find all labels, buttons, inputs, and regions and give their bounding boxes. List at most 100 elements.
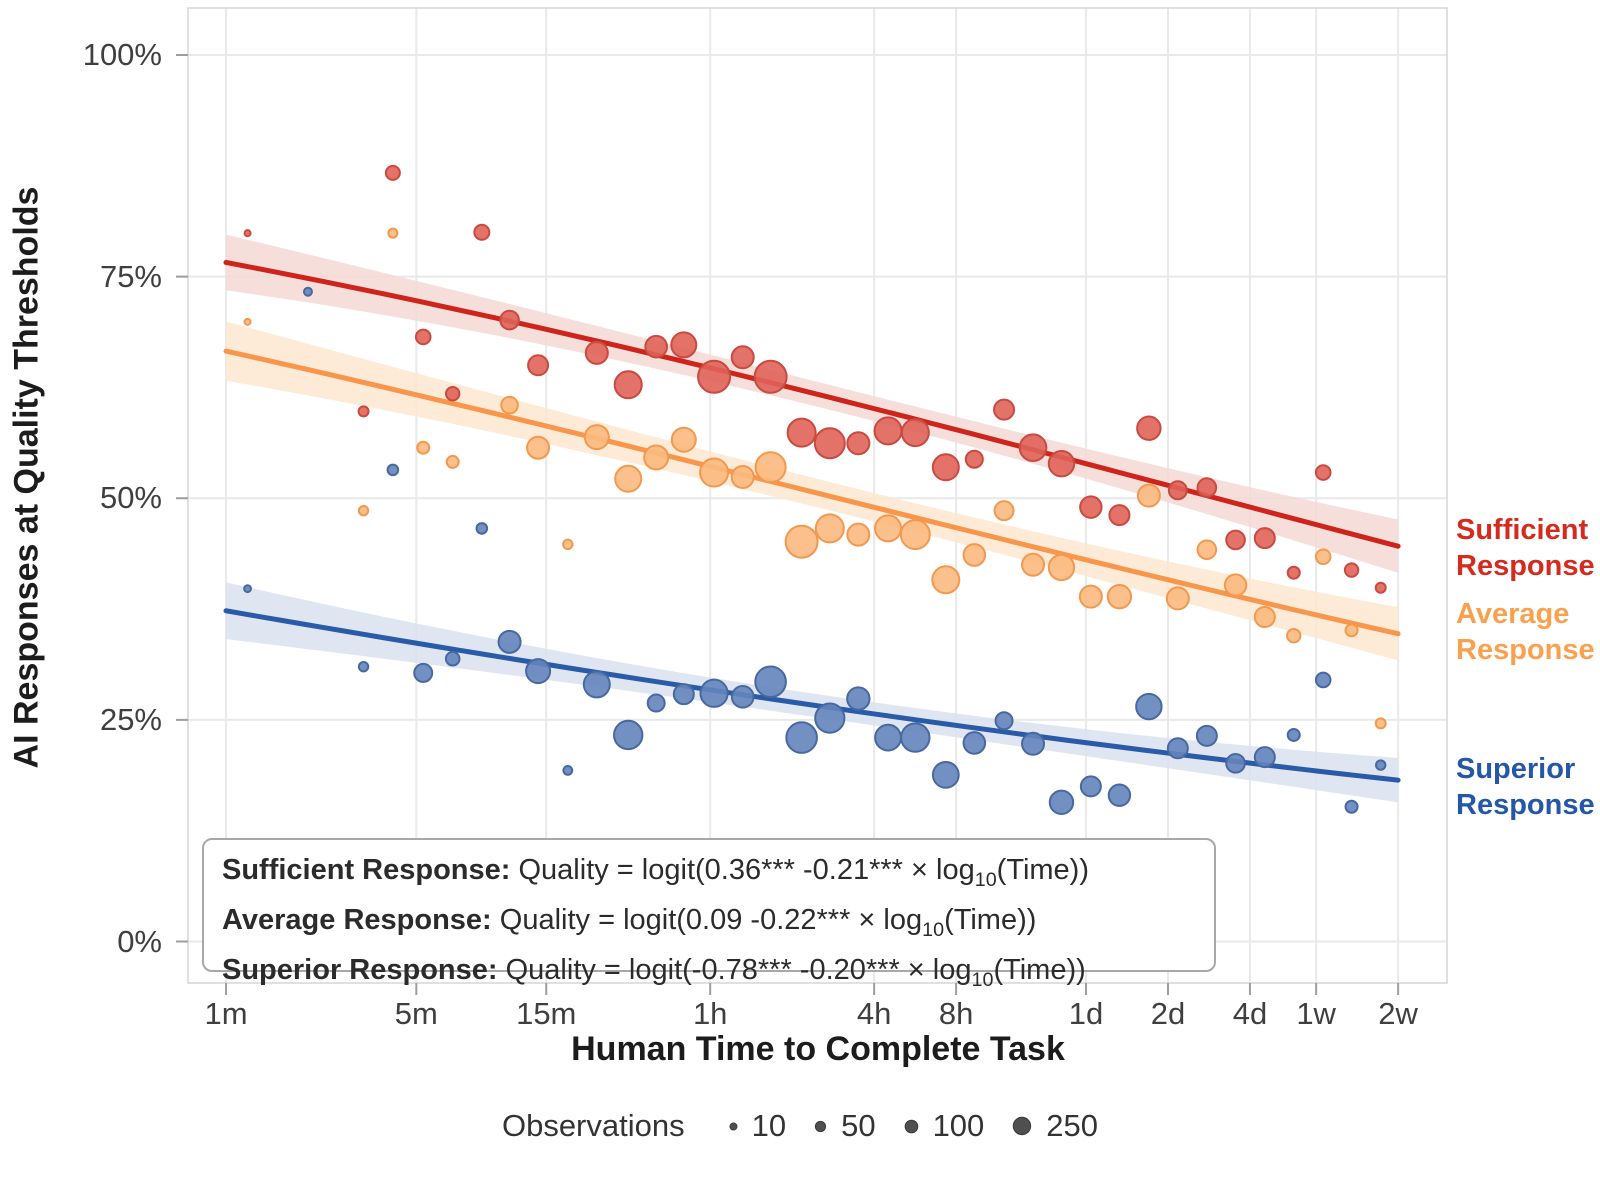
- data-point-average-response: [526, 435, 551, 460]
- data-point-average-response: [931, 565, 961, 595]
- data-point-superior-response: [1079, 775, 1102, 798]
- data-point-superior-response: [646, 693, 666, 713]
- data-point-superior-response: [1107, 783, 1132, 807]
- data-point-sufficient-response: [1167, 480, 1188, 501]
- data-point-average-response: [670, 426, 697, 453]
- data-point-average-response: [1223, 573, 1248, 597]
- data-point-average-response: [874, 514, 903, 543]
- x-tick-label: 4h: [856, 996, 892, 1031]
- x-tick-label: 2d: [1150, 996, 1186, 1031]
- y-tick-label: 75%: [99, 258, 162, 294]
- data-point-superior-response: [1314, 671, 1332, 689]
- series-label-sufficient: Sufficient Response: [1456, 512, 1595, 584]
- data-point-sufficient-response: [1047, 449, 1076, 478]
- data-point-superior-response: [730, 685, 755, 709]
- data-point-average-response: [643, 444, 670, 471]
- data-point-superior-response: [962, 731, 987, 755]
- data-point-superior-response: [1195, 724, 1218, 747]
- legend-item: 10: [729, 1108, 786, 1144]
- data-point-sufficient-response: [357, 405, 370, 418]
- data-point-average-response: [387, 227, 399, 239]
- regression-formula-box: Sufficient Response: Quality = logit(0.3…: [202, 838, 1216, 990]
- x-tick-label: 5m: [394, 996, 438, 1031]
- series-label-average: Average Response: [1456, 596, 1595, 668]
- data-point-average-response: [846, 522, 871, 547]
- data-point-superior-response: [785, 721, 818, 754]
- data-point-sufficient-response: [1314, 464, 1332, 481]
- data-point-sufficient-response: [1018, 433, 1048, 463]
- x-tick-label: 8h: [938, 996, 974, 1031]
- data-point-sufficient-response: [931, 453, 960, 482]
- data-point-sufficient-response: [1196, 477, 1218, 498]
- data-point-superior-response: [1166, 737, 1189, 760]
- data-point-superior-response: [475, 522, 489, 535]
- data-point-sufficient-response: [1286, 565, 1301, 580]
- data-point-average-response: [243, 317, 252, 326]
- data-point-sufficient-response: [613, 370, 643, 400]
- data-point-average-response: [357, 504, 370, 517]
- x-tick-label: 1h: [692, 996, 728, 1031]
- data-point-sufficient-response: [1079, 495, 1103, 519]
- data-point-sufficient-response: [1225, 529, 1246, 551]
- data-point-superior-response: [846, 686, 871, 711]
- legend-item-label: 10: [751, 1108, 787, 1143]
- data-point-sufficient-response: [697, 359, 732, 394]
- data-point-sufficient-response: [786, 417, 817, 448]
- data-point-superior-response: [1375, 759, 1387, 771]
- data-point-sufficient-response: [753, 359, 788, 394]
- formula-line-sufficient: Sufficient Response: Quality = logit(0.3…: [222, 850, 1214, 900]
- trend-line-average-response: [223, 348, 1401, 637]
- data-point-average-response: [1165, 586, 1190, 611]
- legend-item-label: 50: [841, 1108, 876, 1143]
- data-point-average-response: [1136, 483, 1161, 508]
- data-point-average-response: [784, 524, 819, 559]
- data-point-sufficient-response: [1374, 581, 1387, 594]
- data-point-superior-response: [931, 760, 960, 789]
- data-point-average-response: [962, 543, 987, 567]
- data-point-superior-response: [814, 702, 846, 734]
- data-point-superior-response: [994, 711, 1014, 731]
- x-tick-label: 2w: [1378, 996, 1418, 1031]
- formula-text: Quality = logit(0.09 -0.22*** × log: [491, 903, 923, 936]
- data-point-average-response: [1314, 548, 1332, 566]
- data-point-sufficient-response: [964, 449, 984, 469]
- legend-dot-icon: [904, 1119, 918, 1133]
- data-point-superior-response: [1344, 799, 1359, 814]
- legend-item: 250: [1012, 1108, 1098, 1144]
- observations-size-legend: Observations 10 50 100 250: [502, 1108, 1098, 1144]
- data-point-superior-response: [1286, 727, 1301, 742]
- data-point-sufficient-response: [243, 229, 252, 238]
- formula-series-name: Average Response:: [222, 903, 492, 936]
- data-point-sufficient-response: [900, 418, 930, 448]
- legend-item-label: 250: [1046, 1108, 1099, 1143]
- data-point-average-response: [416, 440, 431, 455]
- formula-subscript: 10: [922, 918, 945, 941]
- x-axis-title: Human Time to Complete Task: [571, 1030, 1065, 1068]
- data-point-superior-response: [1021, 731, 1046, 756]
- formula-text: (Time)): [996, 854, 1089, 886]
- data-point-sufficient-response: [384, 164, 401, 181]
- data-point-average-response: [614, 464, 643, 493]
- data-point-average-response: [1021, 552, 1046, 577]
- data-point-sufficient-response: [584, 340, 609, 365]
- data-point-superior-response: [874, 723, 902, 752]
- data-point-average-response: [993, 500, 1015, 522]
- formula-series-name: Sufficient Response:: [222, 854, 511, 886]
- series-label-sufficient-line1: Sufficient: [1456, 514, 1589, 546]
- formula-text: Quality = logit(-0.78*** -0.20*** × log: [497, 953, 972, 986]
- data-point-average-response: [814, 513, 845, 544]
- formula-text: (Time)): [993, 953, 1086, 986]
- data-point-superior-response: [1253, 746, 1276, 769]
- data-point-superior-response: [1048, 789, 1075, 816]
- formula-line-superior: Superior Response: Quality = logit(-0.78…: [222, 950, 1214, 1000]
- y-tick-label: 100%: [82, 37, 162, 72]
- series-label-superior: Superior Response: [1456, 751, 1595, 823]
- x-tick-label: 1d: [1068, 996, 1104, 1031]
- legend-dot-icon: [1013, 1116, 1032, 1136]
- y-tick-label: 50%: [99, 480, 162, 516]
- data-point-superior-response: [1135, 692, 1163, 721]
- plot-panel-border: [187, 7, 1448, 984]
- data-point-average-response: [1286, 627, 1302, 644]
